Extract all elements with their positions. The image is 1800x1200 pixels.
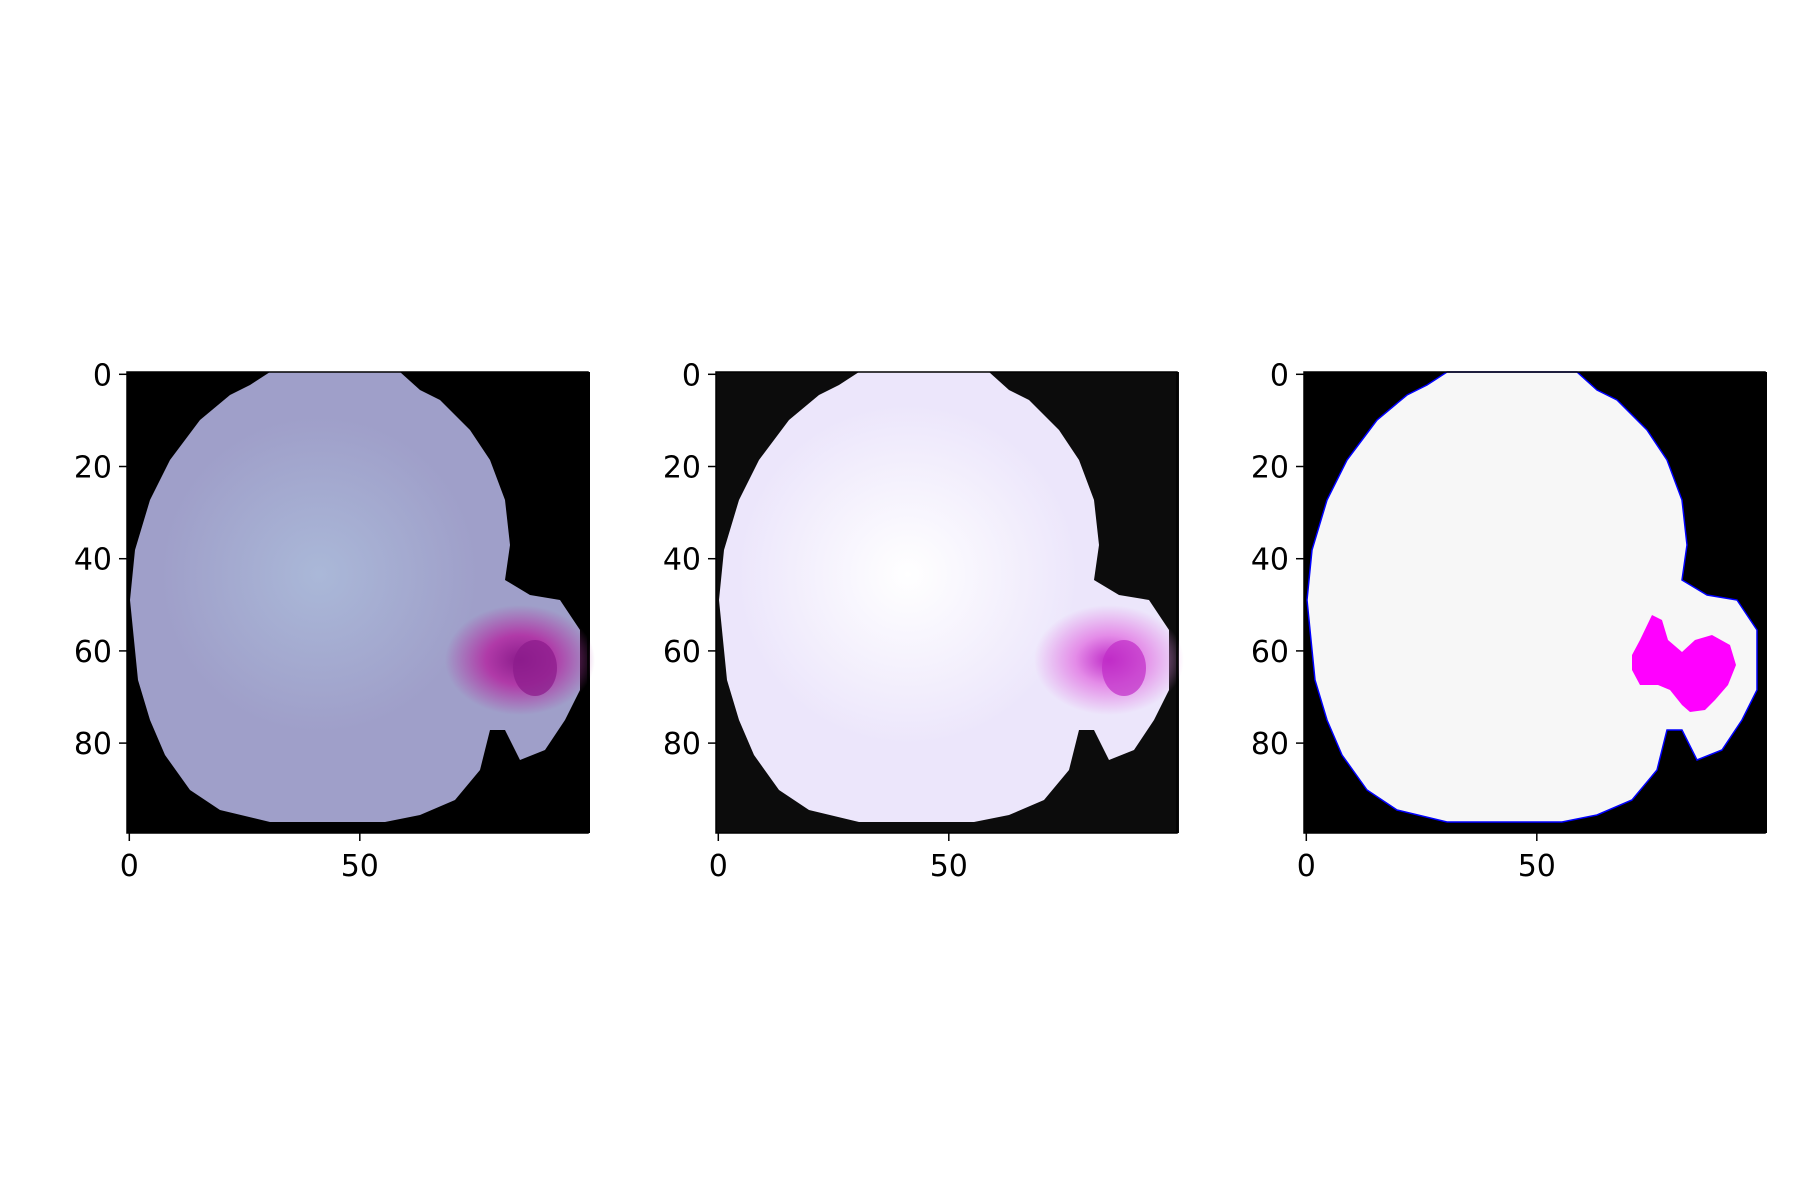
y-tick-label: 80 [663,727,701,762]
panel-segmented [1304,371,1767,833]
y-tick-label: 80 [74,727,112,762]
cell-body [130,372,580,822]
y-tick-label: 40 [1251,543,1289,578]
panel-original [127,372,595,833]
y-tick-label: 40 [74,543,112,578]
axes-frame [1303,371,1766,834]
cell-body [1306,371,1758,823]
y-tick-label: 20 [74,451,112,486]
y-tick-label: 20 [663,451,701,486]
y-tick-label: 40 [663,543,701,578]
axes-frame [126,371,589,834]
stain-core [513,640,557,696]
x-tick-label: 0 [1297,849,1316,884]
y-tick-label: 80 [1251,727,1289,762]
y-tick-label: 60 [74,635,112,670]
panel-enhanced [716,372,1184,833]
x-tick-label: 50 [341,849,379,884]
y-tick-label: 20 [1251,451,1289,486]
x-tick-label: 50 [930,849,968,884]
stain-mask [1632,615,1736,712]
y-tick-label: 60 [1251,635,1289,670]
x-tick-label: 0 [120,849,139,884]
axes-original: 0 50 0 20 40 60 80 [74,358,589,884]
y-tick-label: 0 [1270,358,1289,393]
axes-segmented: 0 50 0 20 40 60 80 [1251,358,1766,884]
x-tick-label: 50 [1518,849,1556,884]
y-tick-label: 0 [93,358,112,393]
cell-body [719,372,1169,822]
y-tick-label: 60 [663,635,701,670]
axes-enhanced: 0 50 0 20 40 60 80 [663,358,1178,884]
axes-frame [715,371,1178,834]
y-tick-label: 0 [682,358,701,393]
stain-core [1102,640,1146,696]
x-tick-label: 0 [709,849,728,884]
axes-decorations: 0 50 0 20 40 60 80 0 50 0 20 40 60 80 0 50 0 20 40 60 80 [74,358,1766,884]
